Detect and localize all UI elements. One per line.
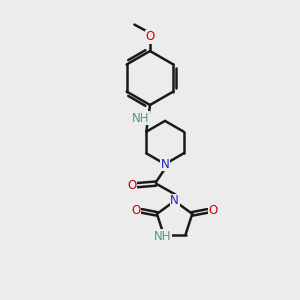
Text: N: N bbox=[160, 158, 169, 171]
Text: NH: NH bbox=[132, 112, 149, 125]
Text: O: O bbox=[128, 178, 136, 192]
Text: NH: NH bbox=[153, 230, 171, 243]
Text: O: O bbox=[131, 204, 140, 218]
Text: O: O bbox=[146, 30, 154, 43]
Text: O: O bbox=[209, 204, 218, 218]
Text: N: N bbox=[170, 194, 179, 208]
